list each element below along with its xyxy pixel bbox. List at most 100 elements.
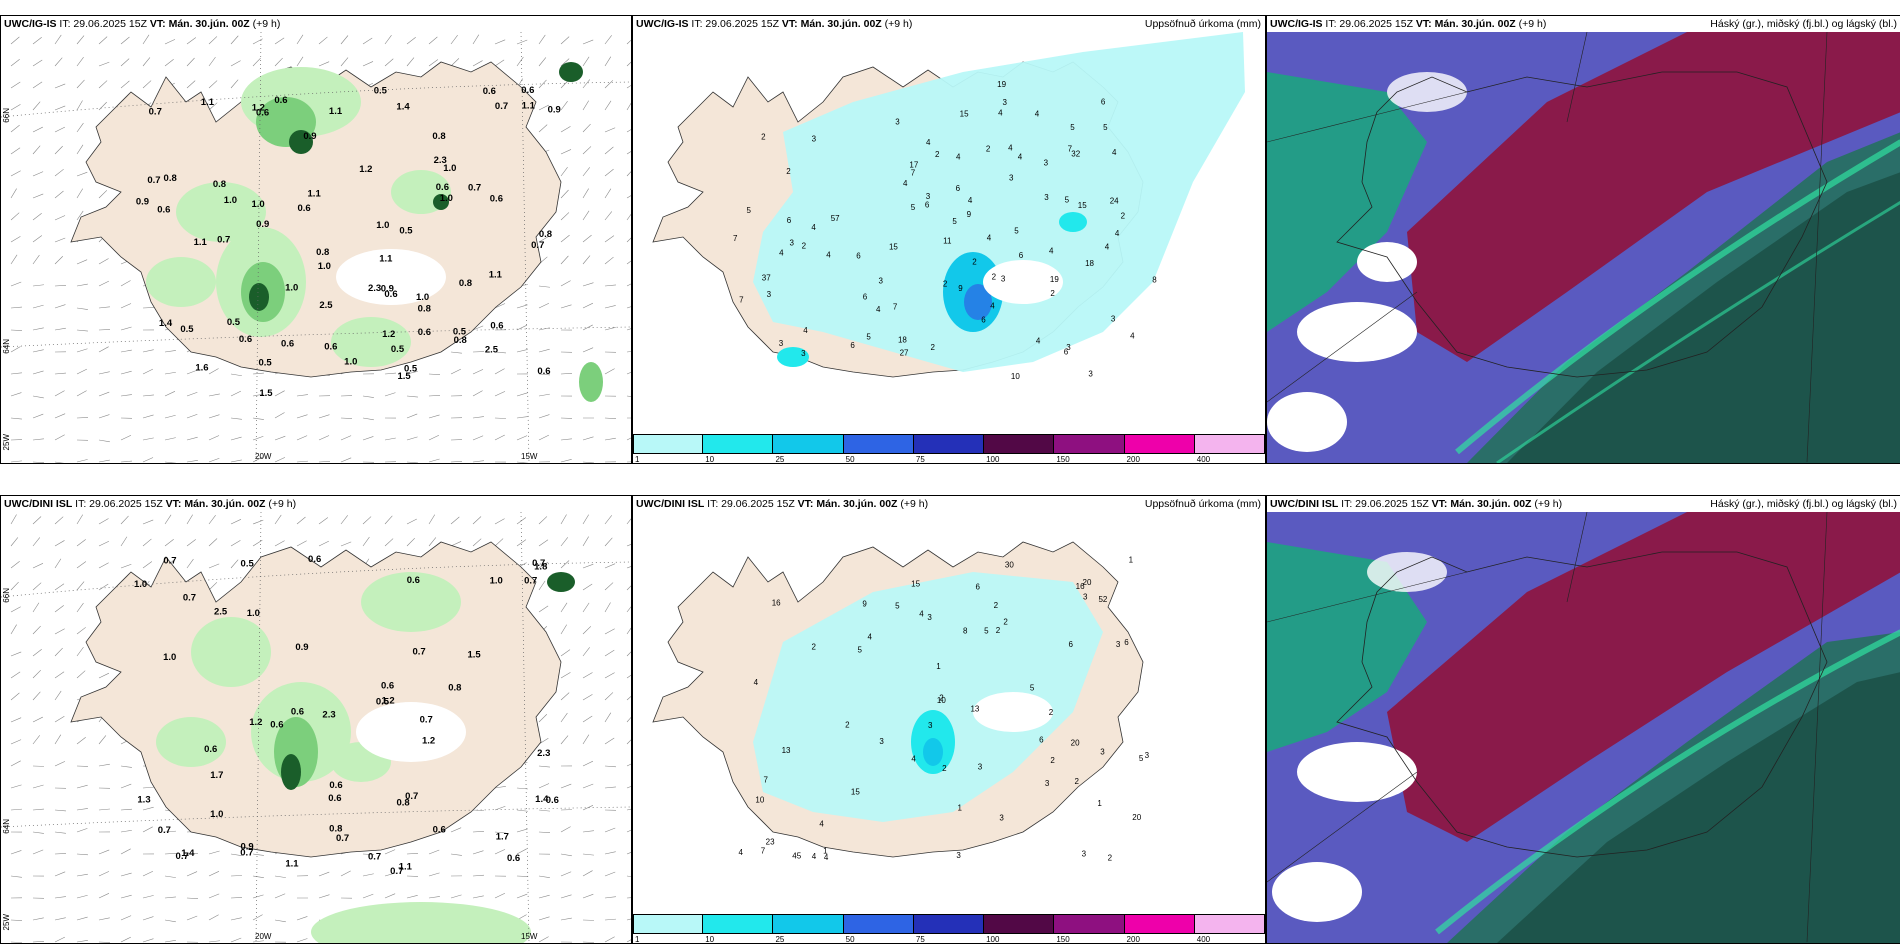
wind-barb xyxy=(142,916,154,921)
precip-value: 2 xyxy=(939,693,944,702)
wind-barb xyxy=(582,302,594,309)
wind-barb xyxy=(252,417,264,420)
precip-label: 0.6 xyxy=(270,719,283,730)
precip-value: 6 xyxy=(956,184,961,193)
wind-barb xyxy=(582,830,594,833)
wind-barb xyxy=(604,417,616,419)
precip-value: 4 xyxy=(968,196,973,205)
wind-barb xyxy=(318,36,328,45)
precip-label: 1.3 xyxy=(137,795,150,806)
precip-value: 3 xyxy=(956,851,961,860)
wind-barb xyxy=(560,189,569,199)
wind-barb xyxy=(32,831,44,834)
wind-barb xyxy=(186,391,198,397)
wind-barb xyxy=(230,559,239,569)
precip-value: 6 xyxy=(1039,736,1044,745)
precip-value: 4 xyxy=(876,305,881,314)
wind-barb xyxy=(604,327,616,331)
colorbar-tick: 100 xyxy=(986,455,1000,464)
precip-label: 0.7 xyxy=(413,647,426,658)
cloud-map-panel-top: UWC/IG-IS IT: 29.06.2025 15Z VT: Mán. 30… xyxy=(1266,15,1900,464)
wind-barb xyxy=(560,212,570,221)
wind-map[interactable]: 1.10.70.90.60.50.71.20.60.60.91.00.70.60… xyxy=(1,512,631,943)
wind-barb xyxy=(362,395,374,398)
wind-barb xyxy=(32,284,44,287)
wind-barb xyxy=(76,348,88,353)
wind-barb xyxy=(428,872,440,877)
precip-label: 1.5 xyxy=(398,371,412,382)
wind-barb xyxy=(10,236,21,243)
precip-value: 23 xyxy=(766,837,775,846)
wind-barb xyxy=(186,413,198,419)
precip-value: 2 xyxy=(1074,777,1079,786)
precip-label: 1.1 xyxy=(489,269,503,280)
wind-barb xyxy=(626,717,631,723)
cloud-map[interactable] xyxy=(1267,32,1900,463)
precip-label: 0.5 xyxy=(376,697,390,708)
wind-barb xyxy=(428,414,440,419)
wind-barb xyxy=(54,871,66,877)
precip-value: 2 xyxy=(942,764,947,773)
precip-value: 32 xyxy=(1071,149,1080,158)
wind-barb xyxy=(32,254,40,265)
wind-barb xyxy=(252,875,264,878)
wind-barb xyxy=(318,414,330,419)
precip-label: 0.7 xyxy=(176,851,189,862)
colorbar-swatch xyxy=(703,434,774,454)
wind-barb xyxy=(560,372,572,375)
wind-barb xyxy=(494,351,506,354)
wind-barb xyxy=(186,558,194,569)
wind-barb xyxy=(362,436,374,441)
wind-barb xyxy=(32,941,44,943)
precip-label: 0.9 xyxy=(256,219,269,230)
wind-barb xyxy=(164,940,176,943)
wind-barb xyxy=(54,809,66,812)
wind-barb xyxy=(494,518,505,525)
precip-value: 9 xyxy=(967,210,972,219)
precip-label: 0.6 xyxy=(297,203,310,214)
precip-value: 2 xyxy=(930,343,935,352)
wind-barb xyxy=(560,826,571,833)
wind-barb xyxy=(494,805,506,811)
wind-barb xyxy=(76,940,88,943)
panel-header: UWC/IG-IS IT: 29.06.2025 15Z VT: Mán. 30… xyxy=(1270,18,1547,30)
precip-value: 7 xyxy=(911,168,916,177)
wind-barb xyxy=(450,368,461,375)
colorbar-tick: 1 xyxy=(635,935,640,944)
cloud-map[interactable] xyxy=(1267,512,1900,943)
wind-barb xyxy=(582,167,591,177)
precip-value: 3 xyxy=(1145,751,1150,760)
wind-barb xyxy=(120,765,132,768)
wind-barb xyxy=(32,213,42,221)
precip-value: 17 xyxy=(909,161,918,170)
wind-barb xyxy=(318,61,330,67)
wind-barb xyxy=(98,258,109,265)
wind-barb xyxy=(582,941,595,943)
wind-barb xyxy=(560,537,569,547)
wind-barb xyxy=(186,539,196,547)
wind-barb xyxy=(362,37,373,45)
lon-label-15w: 15W xyxy=(521,932,538,941)
wind-barb xyxy=(98,391,110,397)
precip-overlay xyxy=(146,62,603,402)
wind-barb xyxy=(32,784,44,789)
wind-barb xyxy=(120,370,132,375)
precip-label: 0.6 xyxy=(329,780,342,791)
wind-barb xyxy=(208,914,219,921)
precip-value: 2 xyxy=(1050,756,1055,765)
wind-map[interactable]: 0.50.60.50.8 0.70.50.70.91.00.60.50.70.80… xyxy=(1,32,631,463)
wind-barb xyxy=(32,649,42,657)
precip-value: 5 xyxy=(1030,683,1035,692)
panel-title: Uppsöfnuð úrkoma (mm) xyxy=(1144,498,1261,510)
wind-barb xyxy=(164,830,176,833)
wind-barb xyxy=(186,369,198,375)
wind-barb xyxy=(252,57,261,67)
precip-value: 4 xyxy=(1049,246,1054,255)
wind-barb xyxy=(230,853,242,856)
wind-barb xyxy=(10,36,20,45)
wind-barb xyxy=(76,79,85,89)
panel-header: UWC/IG-IS IT: 29.06.2025 15Z VT: Mán. 30… xyxy=(4,18,281,30)
wind-barb xyxy=(32,563,44,569)
